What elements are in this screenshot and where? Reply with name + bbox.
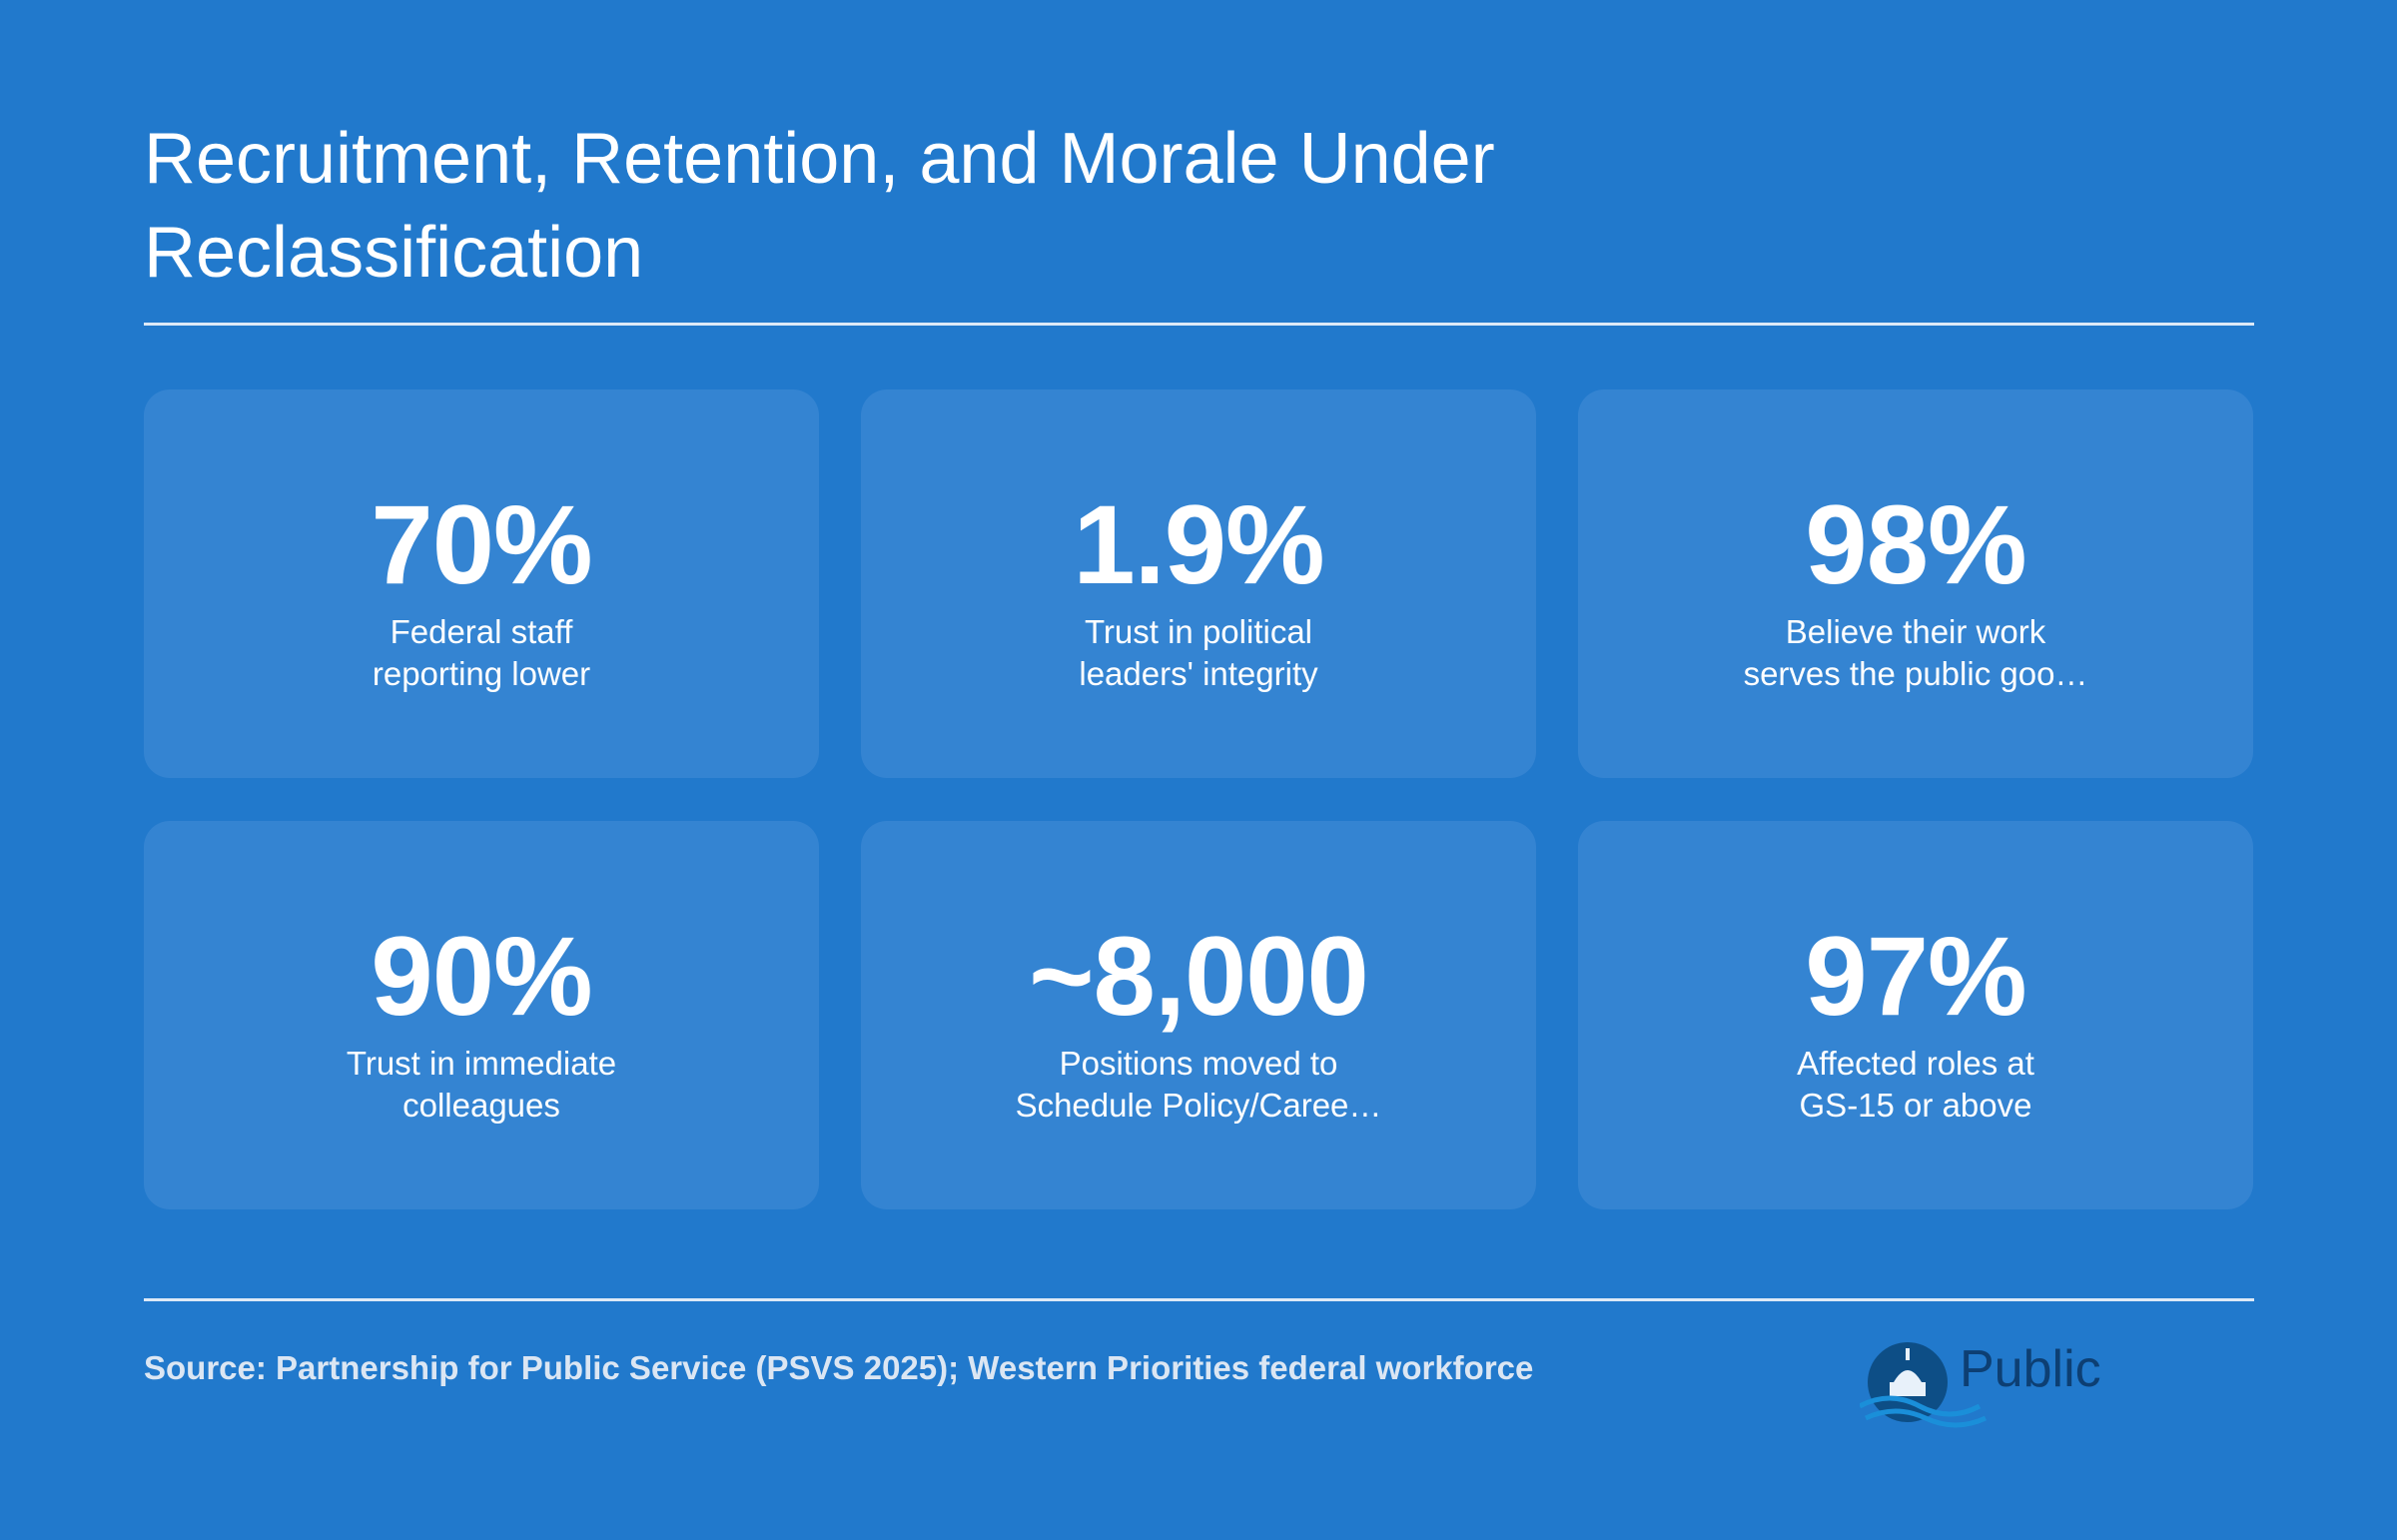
- stat-label-line: colleagues: [402, 1087, 560, 1124]
- stat-label: Affected roles at GS-15 or above: [1578, 1043, 2253, 1127]
- logo-text: Public: [1960, 1340, 2101, 1398]
- stat-label-line: Positions moved to: [1059, 1045, 1338, 1082]
- divider: [144, 323, 2254, 326]
- stat-card: 90% Trust in immediate colleagues: [144, 821, 819, 1209]
- stat-label-line: Believe their work: [1785, 613, 2046, 650]
- stat-label-line: Affected roles at: [1797, 1045, 2034, 1082]
- stat-value: 97%: [1805, 914, 2026, 1039]
- stat-label: Trust in immediate colleagues: [144, 1043, 819, 1127]
- stat-label: Trust in political leaders' integrity: [861, 611, 1536, 695]
- stat-card: ~8,000 Positions moved to Schedule Policy/…: [861, 821, 1536, 1209]
- stat-card: 97% Affected roles at GS-15 or above: [1578, 821, 2253, 1209]
- logo-waves: [1860, 1395, 1988, 1428]
- stat-card: 70% Federal staff reporting lower: [144, 389, 819, 778]
- stat-label-line: reporting lower: [372, 655, 591, 692]
- stat-label-line: leaders' integrity: [1079, 655, 1318, 692]
- stat-value: 1.9%: [1073, 482, 1324, 607]
- stat-label: Federal staff reporting lower: [144, 611, 819, 695]
- stat-value: ~8,000: [1029, 914, 1369, 1039]
- stat-label: Positions moved to Schedule Policy/Caree…: [861, 1043, 1536, 1127]
- stat-label-line: Trust in immediate: [346, 1045, 617, 1082]
- stat-value: 70%: [371, 482, 592, 607]
- stat-label-line: Trust in political: [1084, 613, 1313, 650]
- source: Source: Partnership for Public Service (…: [144, 1349, 1534, 1386]
- logo-spire: [1906, 1348, 1910, 1360]
- stat-label: Believe their work serves the public goo…: [1578, 611, 2253, 695]
- stat-card: 1.9% Trust in political leaders' integrity: [861, 389, 1536, 778]
- stat-label-line: Schedule Policy/Caree…: [1015, 1087, 1382, 1124]
- stat-value: 90%: [371, 914, 592, 1039]
- stat-card: 98% Believe their work serves the public g…: [1578, 389, 2253, 778]
- stat-label-line: Federal staff: [390, 613, 573, 650]
- stat-label-line: serves the public goo…: [1743, 655, 2088, 692]
- stat-label-line: GS-15 or above: [1799, 1087, 2032, 1124]
- title: Recruitment, Retention, and Morale Under…: [144, 119, 1495, 293]
- stat-value: 98%: [1805, 482, 2026, 607]
- divider: [144, 1298, 2254, 1301]
- logo: Public: [1860, 1340, 2101, 1428]
- logo-capitol: [1890, 1370, 1926, 1396]
